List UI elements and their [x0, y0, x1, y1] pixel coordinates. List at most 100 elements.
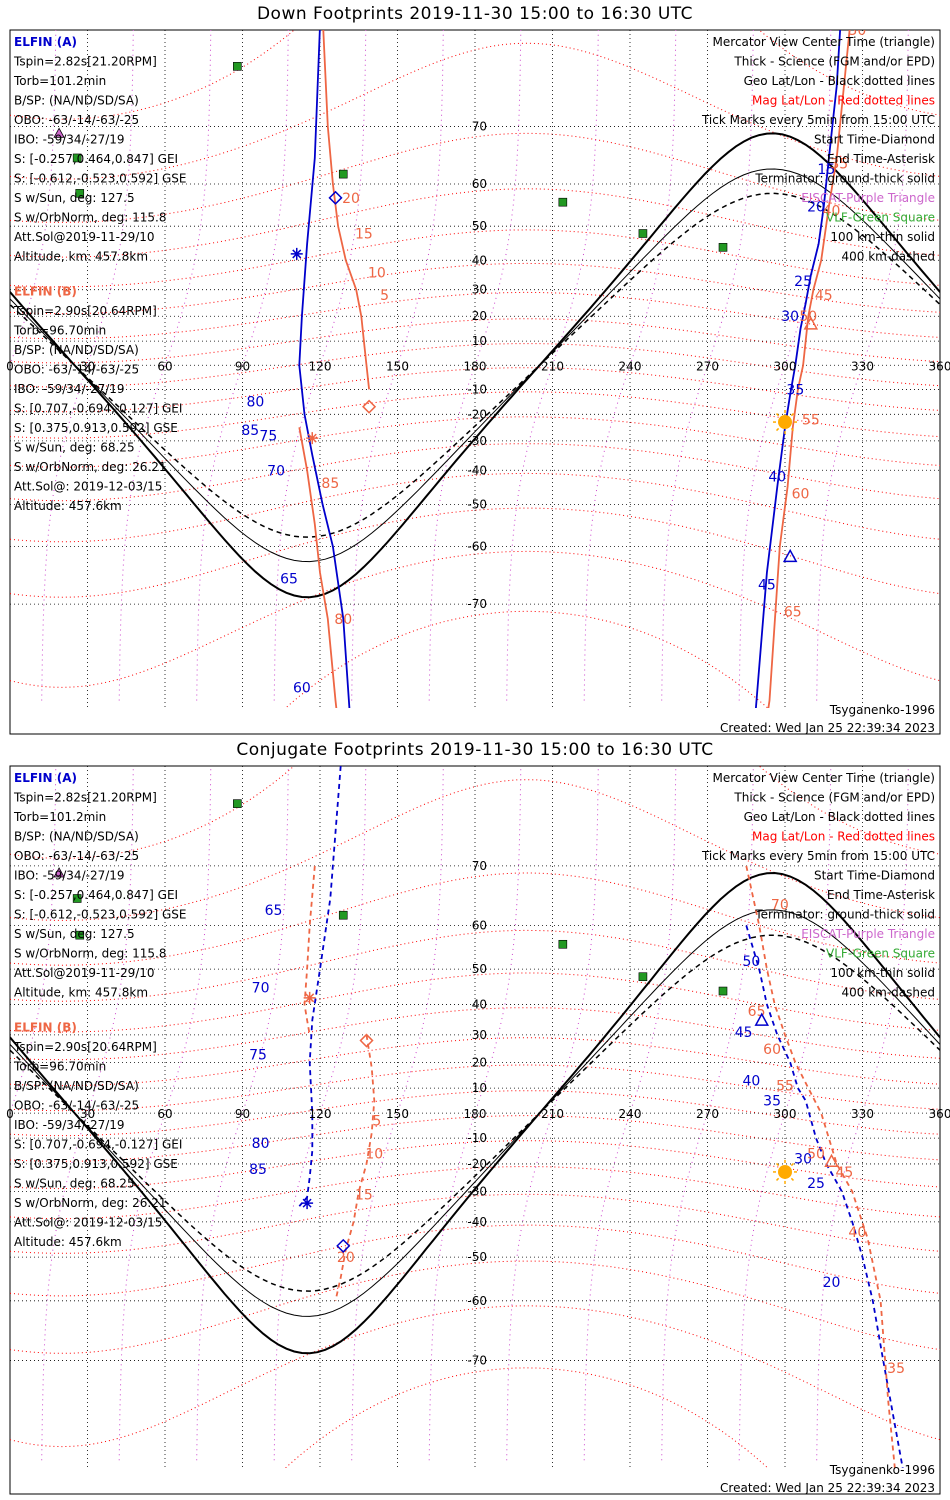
lat-tick-label: 20 [472, 1055, 487, 1069]
track-time-label: 40 [823, 204, 841, 220]
lat-tick-label: -20 [467, 1157, 487, 1171]
elfin-b-info-line: OBO: -63/-14/-63/-25 [14, 363, 139, 377]
elfin-b-info-line: Torb=96.70min [13, 324, 106, 338]
track-time-label: 45 [758, 577, 776, 593]
mag-lon-line [41, 30, 134, 701]
elfin-b-heading: ELFIN (B) [14, 1021, 77, 1035]
lat-tick-label: -40 [467, 1215, 487, 1229]
end-asterisk-marker [290, 247, 303, 260]
sun-ray [790, 427, 795, 432]
lat-tick-label: 60 [472, 177, 487, 191]
elfin-a-info-line: Att.Sol@2019-11-29/10 [14, 966, 155, 980]
footprint-track [745, 925, 904, 1468]
legend-line: Tick Marks every 5min from 15:00 UTC [701, 113, 935, 127]
vlf-station-marker [718, 243, 728, 252]
track-time-label: 30 [848, 26, 866, 39]
mag-lat-line [10, 1260, 940, 1354]
footprint-track [745, 865, 896, 1468]
track-time-label: 15 [817, 162, 835, 178]
vlf-station-marker [75, 189, 85, 198]
legend-line: Mag Lat/Lon - Red dotted lines [752, 830, 935, 844]
elfin-a-info-line: Tspin=2.82s[21.20RPM] [13, 55, 157, 69]
lat-tick-label: 40 [472, 253, 487, 267]
vlf-station-marker [338, 169, 348, 179]
lon-tick-label: 210 [541, 359, 564, 373]
track-time-label: 80 [247, 395, 265, 411]
elfin-a-info-line: Torb=101.2min [13, 74, 106, 88]
lon-tick-label: 150 [386, 1107, 409, 1121]
created-timestamp: Created: Wed Jan 25 22:39:34 2023 [720, 721, 935, 735]
mag-lat-line [10, 779, 940, 921]
legend-line: 100 km-thin solid [830, 230, 935, 244]
conjugate-footprints-panel: Conjugate Footprints 2019-11-30 15:00 to… [0, 738, 950, 1500]
footprint-track [767, 30, 851, 708]
mag-lon-line [118, 30, 212, 701]
lat-tick-label: 20 [472, 309, 487, 323]
end-asterisk-marker [303, 991, 316, 1004]
end-asterisk-marker [306, 432, 319, 445]
track-time-label: 20 [823, 1275, 841, 1291]
elfin-a-info-line: B/SP: (NA/ND/SD/SA) [14, 830, 139, 844]
lat-tick-label: -50 [467, 497, 487, 511]
center-time-triangle-marker [782, 548, 798, 563]
track-time-label: 5 [372, 1114, 381, 1130]
vlf-station-marker [638, 972, 648, 982]
lon-tick-label: 120 [309, 359, 332, 373]
terminator-400km [10, 934, 940, 1292]
elfin-a-info-line: S w/Sun, deg: 127.5 [14, 191, 135, 205]
track-time-label: 25 [794, 274, 812, 290]
track-time-label: 35 [763, 1094, 781, 1110]
mag-lat-line [284, 610, 769, 708]
down-footprints-panel: Down Footprints 2019-11-30 15:00 to 16:3… [0, 0, 950, 738]
lat-tick-label: 10 [472, 334, 487, 348]
elfin-b-info-line: S w/OrbNorm, deg: 26.21 [14, 460, 166, 474]
elfin-a-info-line: OBO: -63/-14/-63/-25 [14, 849, 139, 863]
track-time-label: 40 [768, 470, 786, 486]
elfin-b-info-line: Torb=96.70min [13, 1060, 106, 1074]
lon-tick-label: 330 [851, 1107, 874, 1121]
lat-tick-label: 30 [472, 283, 487, 297]
lon-tick-label: 300 [774, 359, 797, 373]
mag-lat-line [10, 1037, 940, 1087]
lon-tick-label: 180 [464, 359, 487, 373]
track-time-label: 60 [293, 680, 311, 696]
elfin-b-info-line: S w/Sun, deg: 68.25 [14, 441, 135, 455]
lat-tick-label: -40 [467, 463, 487, 477]
elfin-a-info-line: B/SP: (NA/ND/SD/SA) [14, 94, 139, 108]
lat-tick-label: 50 [472, 962, 487, 976]
track-time-label: 45 [735, 1025, 753, 1041]
lon-tick-label: 90 [235, 1107, 250, 1121]
down-footprints-map: 85 80 75 70 65 60 15 20 25 30 35 40 45 50 20 15 10 5 85 80 3… [6, 26, 950, 735]
legend-line: Tick Marks every 5min from 15:00 UTC [701, 849, 935, 863]
mag-lon-line [738, 30, 832, 701]
legend-line: Mercator View Center Time (triangle) [713, 771, 935, 785]
elfin-a-info-line: OBO: -63/-14/-63/-25 [14, 113, 139, 127]
footprint-track [298, 427, 338, 708]
elfin-b-info-line: IBO: -59/34/-27/19 [14, 1118, 125, 1132]
elfin-b-info-line: Att.Sol@: 2019-12-03/15 [14, 1216, 162, 1230]
plot-area: 85 80 75 70 65 60 15 20 25 30 35 40 45 50 20 15 10 5 85 80 3… [10, 26, 940, 708]
track-time-label: 55 [802, 412, 820, 428]
elfin-b-info-line: Altitude: 457.6km [14, 499, 122, 513]
elfin-b-info-line: S: [0.375,0.913,0.592] GSE [14, 1157, 178, 1171]
lon-tick-label: 90 [235, 359, 250, 373]
lon-tick-label: 270 [696, 359, 719, 373]
legend-line: EISCAT-Purple Triangle [801, 191, 935, 205]
elfin-a-info-line: S: [-0.257,0.464,0.847] GEI [14, 888, 178, 902]
lon-tick-label: 240 [619, 1107, 642, 1121]
legend-line: 100 km-thin solid [830, 966, 935, 980]
track-time-label: 60 [792, 486, 810, 502]
track-time-label: 10 [365, 1146, 383, 1162]
lon-tick-label: 60 [157, 1107, 172, 1121]
lat-tick-label: -20 [467, 407, 487, 421]
track-time-label: 40 [848, 1225, 866, 1241]
end-asterisk-marker [301, 1197, 314, 1210]
track-time-label: 5 [380, 288, 389, 304]
vlf-station-marker [638, 229, 648, 238]
lon-tick-label: 300 [774, 1107, 797, 1121]
terminator-ground [10, 132, 940, 599]
vlf-station-marker [233, 62, 242, 71]
track-time-label: 20 [807, 199, 825, 215]
footprint-track [322, 30, 370, 390]
footprint-track [303, 865, 316, 1036]
